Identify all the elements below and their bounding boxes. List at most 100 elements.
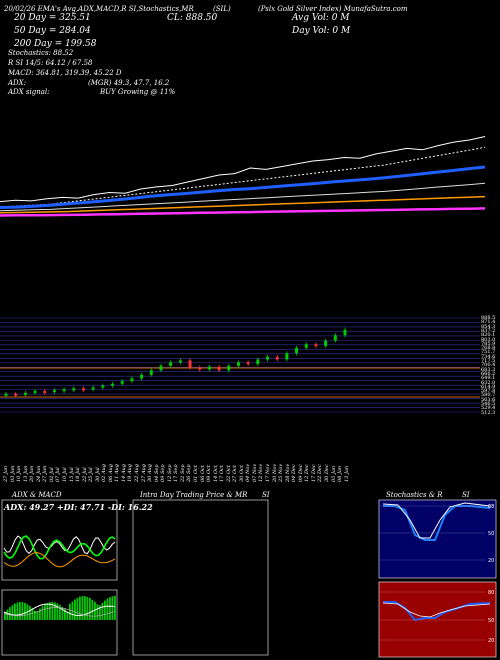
price-level-label: 546.5 — [481, 401, 496, 407]
candle-body — [266, 356, 270, 360]
minus-di-line — [3, 552, 116, 568]
macd-histogram-bar — [39, 608, 41, 620]
macd-histogram-bar — [34, 610, 36, 620]
price-level-label: 597.8 — [481, 388, 496, 395]
rsi-tick-label: 20 — [488, 638, 494, 644]
macd-histogram-bar — [16, 602, 19, 620]
macd-histogram-bar — [76, 597, 79, 620]
candle-body — [43, 391, 47, 393]
macd-histogram-bar — [4, 612, 6, 620]
macd-histogram-bar — [51, 602, 54, 620]
price-level-label: 768.8 — [481, 345, 496, 352]
adx-macd-title: ADX & MACD — [12, 491, 62, 499]
stoch-tick-label: 50 — [488, 531, 494, 537]
ema200-label: 200 Day = 199.58 — [14, 39, 97, 49]
ema50-dashed-line — [0, 146, 486, 208]
candle-body — [33, 391, 37, 393]
candle-body — [246, 362, 250, 365]
macd-histogram-bar — [109, 597, 111, 620]
ema50-label: 50 Day = 284.04 — [14, 26, 91, 36]
price-level-label: 888.5 — [481, 315, 496, 321]
price-level-label: 580.7 — [481, 392, 496, 399]
macd-histogram-bar — [99, 605, 101, 620]
signal-line — [3, 607, 116, 617]
rsi-tick-label: 80 — [488, 590, 494, 596]
candle-body — [314, 344, 318, 347]
price-level-label: 837.2 — [481, 327, 496, 334]
macd-histogram-bar — [11, 605, 14, 620]
macd-histogram-bar — [31, 608, 34, 620]
macd-histogram-bar — [66, 611, 69, 620]
candle-body — [81, 388, 85, 391]
candle-body — [343, 329, 347, 336]
rsi-avg-line — [382, 602, 491, 618]
price-level-label: 700.4 — [481, 362, 496, 369]
top-line: 20/02/26 EMA's Avg,ADX,MACD,R SI,Stochas… — [4, 5, 194, 13]
macd-histogram-bar — [81, 596, 84, 620]
stochastics-label: Stochastics: 88.52 — [8, 49, 74, 57]
candle-body — [149, 370, 153, 375]
price-level-label: 529.4 — [481, 405, 496, 412]
price-line — [0, 136, 486, 203]
macd-histogram-bar — [111, 596, 114, 620]
macd-histogram-bar — [21, 602, 24, 620]
price-level-label: 820.1 — [481, 332, 496, 339]
price-level-label: 871.4 — [481, 319, 496, 326]
macd-histogram-bar — [36, 610, 39, 620]
macd-histogram-bar — [49, 602, 51, 620]
candle-body — [178, 360, 182, 363]
candle-body — [236, 362, 240, 366]
adx-label: ADX: — [8, 79, 27, 87]
day-vol: Day Vol: 0 M — [292, 26, 351, 36]
candle-body — [227, 365, 231, 371]
candle-body — [295, 347, 299, 354]
macd-histogram-bar — [84, 596, 86, 620]
candle-body — [91, 387, 95, 390]
macd-histogram-bar — [79, 596, 81, 620]
candle-body — [62, 389, 66, 392]
stoch-panel-frame — [378, 499, 497, 579]
ema200-line — [0, 195, 486, 214]
price-level-label: 734.6 — [481, 353, 496, 360]
stoch-title: Stochastics & R — [386, 491, 443, 499]
price-level-label: 785.9 — [481, 340, 496, 347]
candle-body — [120, 381, 124, 384]
macd-histogram-bar — [64, 609, 66, 620]
ema50-line — [0, 182, 486, 212]
rsi-label: R SI 14/5: 64.12 / 67.58 — [8, 59, 93, 67]
adx-line — [3, 535, 116, 555]
macd-histogram-bar — [19, 602, 21, 620]
macd-histogram-bar — [86, 596, 89, 620]
macd-histogram-bar — [54, 602, 56, 620]
macd-histogram-bar — [104, 600, 106, 620]
candle-body — [140, 374, 144, 379]
si-title: SI — [262, 491, 270, 499]
price-level-label: 717.5 — [481, 358, 496, 364]
candle-body — [256, 359, 260, 364]
stoch-d-line — [382, 502, 491, 539]
candle-body — [188, 360, 192, 368]
candle-body — [4, 393, 8, 396]
plus-di-line — [3, 535, 116, 560]
price-level-label: 614.9 — [481, 383, 496, 390]
candle-body — [72, 388, 76, 391]
price-level-label: 632.0 — [481, 379, 496, 386]
candle-body — [14, 393, 18, 396]
candle-body — [159, 365, 163, 371]
candle-body — [285, 353, 289, 360]
macd-histogram-bar — [14, 603, 16, 620]
macd-histogram-bar — [61, 606, 64, 620]
stoch-tick-label: 88 — [488, 504, 494, 510]
price-level-label: 803.0 — [481, 336, 496, 343]
price-level-label: 512.3 — [481, 409, 496, 416]
macd-histogram-bar — [44, 604, 46, 620]
ema-long-line — [0, 207, 486, 217]
macd-histogram-bar — [46, 603, 49, 620]
candle-body — [304, 344, 308, 348]
macd-histogram-bar — [106, 598, 109, 620]
macd-histogram-bar — [101, 602, 104, 620]
price-level-label: 563.6 — [481, 396, 496, 403]
si2-title: SI — [462, 491, 470, 499]
adx-readout: ADX: 49.27 +DI: 47.71 -DI: 16.22 — [4, 502, 153, 512]
candle-body — [111, 383, 115, 386]
